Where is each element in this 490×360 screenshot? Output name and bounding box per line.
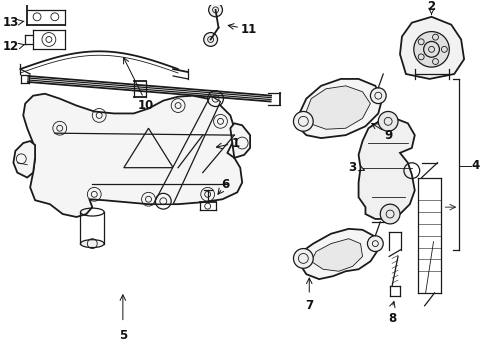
Circle shape bbox=[370, 88, 386, 104]
Polygon shape bbox=[230, 123, 250, 158]
Circle shape bbox=[209, 3, 222, 17]
Ellipse shape bbox=[80, 240, 104, 248]
Text: 11: 11 bbox=[240, 23, 256, 36]
Text: 5: 5 bbox=[119, 329, 127, 342]
Text: 1: 1 bbox=[231, 136, 239, 149]
Polygon shape bbox=[299, 229, 378, 279]
Text: 8: 8 bbox=[388, 312, 396, 325]
Polygon shape bbox=[13, 141, 35, 177]
Polygon shape bbox=[23, 94, 242, 217]
Text: 2: 2 bbox=[427, 0, 436, 13]
Circle shape bbox=[380, 204, 400, 224]
Polygon shape bbox=[299, 79, 382, 138]
Circle shape bbox=[414, 32, 449, 67]
Text: 4: 4 bbox=[471, 159, 479, 172]
Polygon shape bbox=[311, 239, 363, 271]
Polygon shape bbox=[306, 86, 370, 129]
Circle shape bbox=[368, 236, 383, 252]
Circle shape bbox=[294, 248, 313, 268]
Polygon shape bbox=[153, 96, 220, 204]
Text: 7: 7 bbox=[305, 299, 313, 312]
Circle shape bbox=[294, 112, 313, 131]
Text: 3: 3 bbox=[348, 161, 357, 174]
Circle shape bbox=[204, 32, 218, 46]
Text: 9: 9 bbox=[384, 129, 392, 141]
Polygon shape bbox=[359, 118, 415, 219]
Text: 6: 6 bbox=[221, 178, 229, 191]
Polygon shape bbox=[400, 17, 464, 79]
Text: 12: 12 bbox=[3, 40, 19, 53]
Text: 13: 13 bbox=[3, 16, 19, 29]
Text: 10: 10 bbox=[137, 99, 154, 112]
Circle shape bbox=[378, 112, 398, 131]
